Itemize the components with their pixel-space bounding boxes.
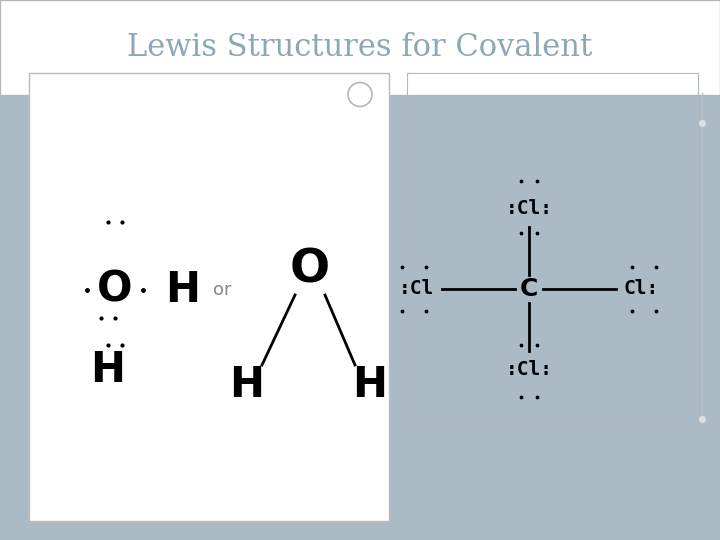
Text: H: H — [166, 269, 200, 311]
Text: H: H — [230, 364, 264, 406]
Bar — [0, 0, 720, 94]
Text: Lewis Structures for Covalent: Lewis Structures for Covalent — [127, 32, 593, 63]
Text: O: O — [290, 247, 330, 293]
Text: :Cl:: :Cl: — [505, 199, 553, 218]
Text: H: H — [353, 364, 387, 406]
Text: :Cl: :Cl — [399, 279, 434, 299]
Bar — [407, 73, 698, 429]
Text: O: O — [97, 269, 132, 311]
Text: C: C — [520, 277, 539, 301]
Bar — [29, 73, 389, 521]
Text: :Cl:: :Cl: — [505, 360, 553, 379]
Circle shape — [348, 83, 372, 106]
Text: H: H — [91, 349, 125, 391]
Text: Cl:: Cl: — [624, 279, 660, 299]
Text: or: or — [212, 281, 231, 299]
